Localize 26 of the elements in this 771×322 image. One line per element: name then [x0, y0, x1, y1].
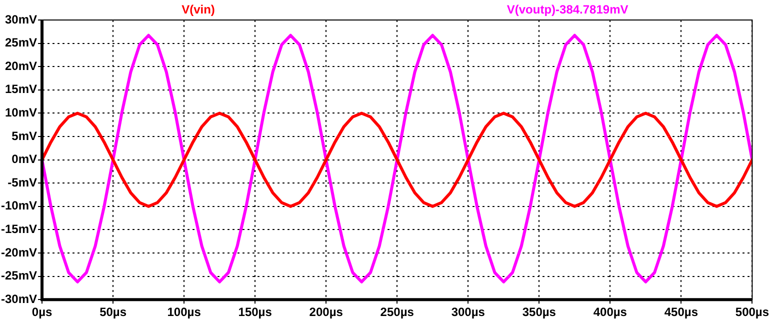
y-tick-label: 20mV	[4, 58, 38, 73]
y-tick-label: -15mV	[0, 222, 38, 236]
x-tick-label: 100µs	[167, 305, 202, 320]
x-tick-label: 450µs	[664, 305, 698, 320]
text: V(vin)	[182, 2, 215, 16]
y-tick-label: -25mV	[0, 268, 38, 283]
y-tick-label: 5mV	[12, 128, 38, 143]
x-tick-label: 350µs	[522, 305, 556, 320]
x-tick-label: 300µs	[451, 305, 486, 320]
x-tick-label: 200µs	[309, 305, 344, 320]
y-tick-label: -10mV	[0, 198, 38, 213]
y-tick-label: -30mV	[0, 292, 38, 306]
y-tick-label: 15mV	[4, 82, 38, 96]
x-tick-label: 0µs	[32, 305, 52, 320]
y-tick-label: -20mV	[0, 245, 38, 260]
x-tick-label: 500µs	[735, 305, 770, 320]
y-tick-label: 0mV	[12, 152, 38, 166]
text: V(voutp)-384.7819mV	[506, 2, 628, 16]
y-tick-label: -5mV	[8, 175, 38, 190]
y-tick-label: 30mV	[4, 12, 38, 26]
x-tick-label: 150µs	[238, 305, 272, 320]
x-tick-label: 50µs	[100, 305, 127, 320]
x-tick-label: 250µs	[380, 305, 414, 320]
y-tick-label: 10mV	[4, 106, 38, 120]
x-tick-label: 400µs	[593, 305, 628, 320]
y-tick-label: 25mV	[4, 36, 38, 50]
